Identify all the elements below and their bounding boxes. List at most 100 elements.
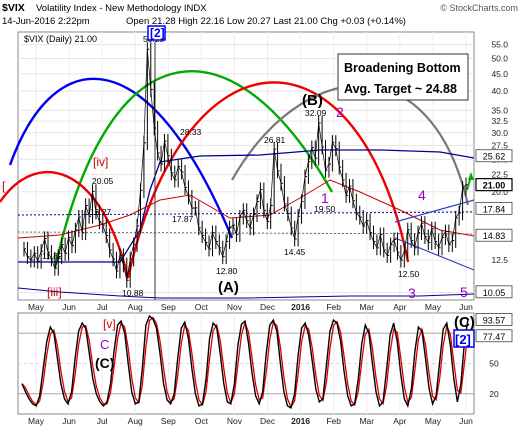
price-label-1182: 11.82 bbox=[42, 251, 63, 261]
broadening-bottom-target: Avg. Target ~ 24.88 bbox=[344, 82, 457, 96]
ma-blue bbox=[18, 149, 475, 263]
xtick-label: Mar bbox=[359, 302, 374, 312]
price-badge-label: 25.62 bbox=[483, 152, 506, 162]
price-ytick-label: 12.5 bbox=[491, 255, 508, 265]
price-label-1445: 14.45 bbox=[284, 247, 306, 257]
xtick-label: May bbox=[425, 302, 442, 312]
red-iv-label: [iv] bbox=[93, 155, 108, 169]
wave-annotations: (B) (A) 2 1 3 4 5 [iv] [iii] [ [2] Broad… bbox=[2, 25, 474, 301]
price-badge-box bbox=[475, 178, 513, 192]
price-badge-label: 10.05 bbox=[483, 288, 506, 298]
xtick-label: Nov bbox=[227, 416, 243, 426]
right-badges: 25.62 21.00 17.84 14.83 10.05 bbox=[475, 149, 513, 299]
price-badge-box bbox=[475, 285, 513, 299]
cycle-arc-red-left bbox=[0, 170, 130, 279]
price-badge-box bbox=[475, 228, 513, 242]
xtick-label: Sep bbox=[161, 416, 176, 426]
xtick-label: Sep bbox=[161, 302, 176, 312]
osc-lines bbox=[21, 314, 469, 409]
red-iii-label: [iii] bbox=[47, 285, 62, 299]
header-stats: Open 21.28 High 22.16 Low 20.27 Last 21.… bbox=[126, 16, 406, 27]
price-label-3209: 32.09 bbox=[305, 108, 327, 118]
xtick-label: Oct bbox=[195, 302, 209, 312]
xtick-label: Mar bbox=[359, 416, 374, 426]
xtick-label: Aug bbox=[128, 416, 143, 426]
price-label-1088: 10.88 bbox=[122, 288, 144, 298]
xtick-label: Feb bbox=[326, 302, 341, 312]
osc-ytick-label: 20 bbox=[489, 389, 499, 399]
xtick-label: Aug bbox=[128, 302, 143, 312]
wave-c-top-label: (C) bbox=[454, 314, 475, 331]
osc-annotations: [v] C (C) (C) [2] bbox=[95, 314, 475, 371]
purple-4-label: 4 bbox=[418, 187, 426, 203]
header-symbol: $VIX bbox=[2, 2, 25, 14]
price-label-1250: 12.50 bbox=[398, 269, 420, 279]
xtick-label: Oct bbox=[195, 416, 209, 426]
header-date: 14-Jun-2016 2:22pm bbox=[2, 16, 90, 27]
osc-ytick-label: 50 bbox=[489, 359, 499, 369]
broadening-bottom-title: Broadening Bottom bbox=[344, 61, 461, 75]
price-ytick-label: 50.0 bbox=[491, 54, 508, 64]
price-label-2005: 20.05 bbox=[92, 176, 114, 186]
price-ytick-label: 27.5 bbox=[491, 140, 508, 150]
price-ytick-label: 40.0 bbox=[491, 86, 508, 96]
price-xticks: May Jun Jul Aug Sep Oct Nov Dec 2016 Feb Mar Apr May… bbox=[28, 302, 473, 312]
price-ytick-label: 22.5 bbox=[491, 170, 508, 180]
price-line bbox=[23, 49, 467, 281]
osc-badge-box bbox=[475, 329, 513, 343]
xtick-label: Jun bbox=[459, 302, 473, 312]
header-name: Volatility Index - New Methodology INDX bbox=[36, 3, 207, 14]
price-label-2833: 28.33 bbox=[180, 127, 202, 137]
cycle-arc-red bbox=[126, 81, 410, 279]
red-v-label: [v] bbox=[103, 317, 116, 331]
price-ytick-label: 32.5 bbox=[491, 116, 508, 126]
xtick-label: Nov bbox=[227, 302, 243, 312]
price-ytick-label: 35.0 bbox=[491, 105, 508, 115]
price-ytick-label: 45.0 bbox=[491, 69, 508, 79]
price-bars bbox=[23, 42, 468, 288]
purple-2-label: 2 bbox=[336, 104, 344, 120]
price-label-1787: 17.87 bbox=[172, 214, 194, 224]
wave-b-label: (B) bbox=[302, 92, 323, 109]
osc-badge-box bbox=[475, 313, 513, 326]
cycle-arc-green bbox=[53, 70, 334, 269]
osc-badges: 93.57 77.47 bbox=[475, 313, 513, 343]
xtick-label: Jun bbox=[62, 416, 76, 426]
green-arrowhead bbox=[468, 172, 474, 180]
price-ytick-label: 55.0 bbox=[491, 40, 508, 50]
channel-upper bbox=[394, 199, 475, 223]
xtick-label: Jul bbox=[97, 416, 108, 426]
marker-2-osc: [2] bbox=[455, 332, 471, 347]
marker-2-top: [2] bbox=[150, 26, 165, 40]
xtick-label: Dec bbox=[260, 302, 276, 312]
price-legend: $VIX (Daily) 21.00 bbox=[24, 34, 97, 44]
osc-badge-label: 77.47 bbox=[483, 332, 506, 342]
price-label-1280: 12.80 bbox=[216, 266, 238, 276]
marker-2-box bbox=[147, 25, 166, 41]
price-badge-label: 14.83 bbox=[483, 231, 506, 241]
ma-bottom bbox=[17, 287, 475, 299]
xtick-label: Apr bbox=[393, 416, 406, 426]
xtick-label: 2016 bbox=[291, 416, 310, 426]
header-credit: © StockCharts.com bbox=[440, 3, 518, 13]
price-badge-label: 17.84 bbox=[483, 204, 506, 214]
dotted-line-1483 bbox=[17, 231, 475, 235]
price-badge-box bbox=[475, 149, 513, 163]
xtick-label: Jul bbox=[97, 302, 108, 312]
xtick-label: Dec bbox=[260, 416, 276, 426]
wave-c-low-label: (C) bbox=[95, 355, 114, 371]
purple-c-label: C bbox=[100, 337, 109, 352]
price-badge-label: 21.00 bbox=[483, 181, 506, 191]
xtick-label: Feb bbox=[326, 416, 341, 426]
price-label-1627: 16.27 bbox=[90, 207, 112, 217]
price-ytick-label: 30.0 bbox=[491, 128, 508, 138]
broadening-bottom-box bbox=[337, 53, 469, 101]
xtick-label: May bbox=[425, 416, 442, 426]
purple-1-label: 1 bbox=[321, 190, 329, 206]
wave-a-label: (A) bbox=[218, 279, 239, 296]
purple-3-label: 3 bbox=[408, 285, 416, 301]
osc-xticks: May Jun Jul Aug Sep Oct Nov Dec 2016 Feb Mar Apr May… bbox=[28, 416, 473, 426]
price-labels: 11.82 20.05 16.27 10.88 53.29 28.33 17.8… bbox=[42, 34, 420, 298]
red-bracket-label: [ bbox=[2, 179, 6, 193]
